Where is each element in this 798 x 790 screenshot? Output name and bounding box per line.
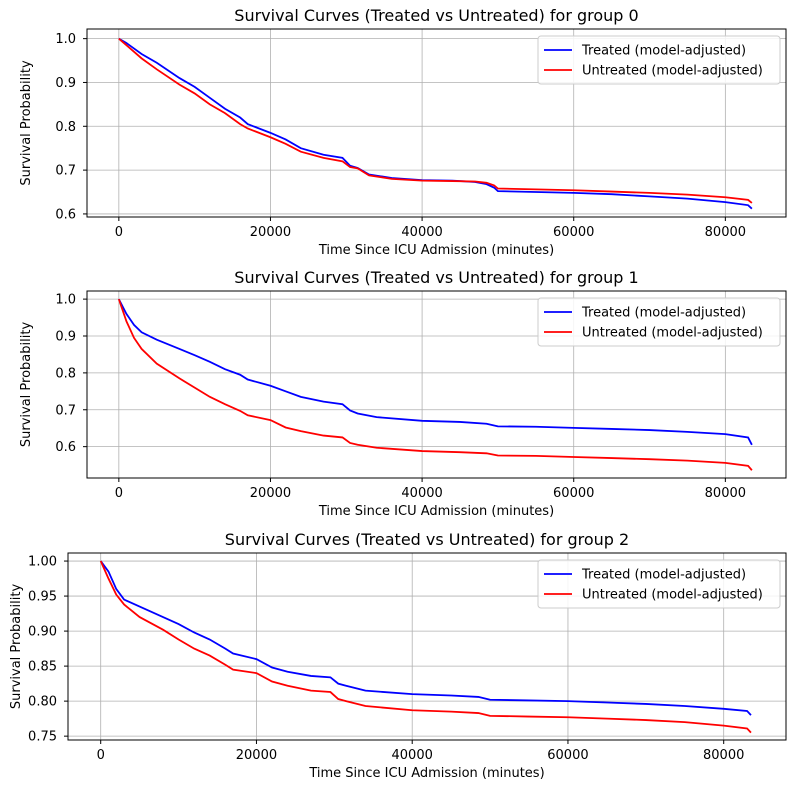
y-tick-label: 0.7 xyxy=(55,164,76,179)
legend-box xyxy=(537,559,781,609)
legend: Treated (model-adjusted) Untreated (model… xyxy=(537,35,781,85)
chart-panel-0: Survival Curves (Treated vs Untreated) f… xyxy=(19,6,787,258)
y-axis-label: Survival Probability xyxy=(19,322,34,448)
series-line-treated xyxy=(99,560,752,716)
chart-panel-2: Survival Curves (Treated vs Untreated) f… xyxy=(9,530,787,781)
axes-frame xyxy=(67,552,787,741)
y-tick-label: 0.8 xyxy=(55,120,76,135)
chart-title: Survival Curves (Treated vs Untreated) f… xyxy=(225,530,629,549)
y-tick-label: 0.80 xyxy=(28,695,57,710)
series-line-untreated xyxy=(118,37,753,204)
x-tick-label: 0 xyxy=(97,748,105,763)
x-tick-label: 40000 xyxy=(401,486,442,501)
series-line-untreated xyxy=(99,560,752,734)
legend-box xyxy=(537,297,781,347)
legend: Treated (model-adjusted) Untreated (model… xyxy=(537,559,781,609)
x-axis-label: Time Since ICU Admission (minutes) xyxy=(308,766,544,781)
chart-panel-1: Survival Curves (Treated vs Untreated) f… xyxy=(19,268,787,519)
legend-label: Untreated (model-adjusted) xyxy=(582,588,763,603)
y-tick-label: 0.9 xyxy=(55,329,76,344)
y-axis-label: Survival Probability xyxy=(9,584,24,710)
y-tick-label: 0.85 xyxy=(28,660,57,675)
x-tick-label: 40000 xyxy=(401,225,442,240)
chart-title: Survival Curves (Treated vs Untreated) f… xyxy=(234,6,638,25)
x-tick-label: 80000 xyxy=(705,486,746,501)
legend-label: Treated (model-adjusted) xyxy=(581,306,746,321)
y-tick-label: 0.6 xyxy=(55,440,76,455)
axes-frame xyxy=(86,28,787,218)
legend-label: Untreated (model-adjusted) xyxy=(582,64,763,79)
legend: Treated (model-adjusted) Untreated (model… xyxy=(537,297,781,347)
x-tick-label: 20000 xyxy=(250,225,291,240)
y-tick-label: 1.0 xyxy=(55,32,76,47)
x-tick-label: 60000 xyxy=(553,486,594,501)
y-tick-label: 0.75 xyxy=(28,730,57,745)
y-tick-label: 0.6 xyxy=(55,207,76,222)
x-tick-label: 20000 xyxy=(250,486,291,501)
y-tick-label: 0.8 xyxy=(55,366,76,381)
y-tick-label: 1.00 xyxy=(28,555,57,570)
x-tick-label: 80000 xyxy=(703,748,744,763)
y-tick-label: 0.7 xyxy=(55,403,76,418)
y-axis-label: Survival Probability xyxy=(19,60,34,186)
series-line-untreated xyxy=(117,298,753,471)
axes-frame xyxy=(86,290,787,479)
x-tick-label: 0 xyxy=(115,486,123,501)
y-tick-label: 0.9 xyxy=(55,76,76,91)
x-tick-label: 20000 xyxy=(236,748,277,763)
legend-box xyxy=(537,35,781,85)
x-tick-label: 80000 xyxy=(705,225,746,240)
y-tick-label: 1.0 xyxy=(55,293,76,308)
x-axis-label: Time Since ICU Admission (minutes) xyxy=(318,243,554,258)
x-tick-label: 60000 xyxy=(547,748,588,763)
x-tick-label: 0 xyxy=(115,225,123,240)
legend-label: Treated (model-adjusted) xyxy=(581,44,746,59)
series-line-treated xyxy=(118,298,753,446)
legend-label: Untreated (model-adjusted) xyxy=(582,326,763,341)
legend-label: Treated (model-adjusted) xyxy=(581,568,746,583)
x-tick-label: 60000 xyxy=(553,225,594,240)
chart-title: Survival Curves (Treated vs Untreated) f… xyxy=(234,268,638,287)
x-axis-label: Time Since ICU Admission (minutes) xyxy=(318,504,554,519)
y-tick-label: 0.90 xyxy=(28,625,57,640)
y-tick-label: 0.95 xyxy=(28,590,57,605)
x-tick-label: 40000 xyxy=(392,748,433,763)
